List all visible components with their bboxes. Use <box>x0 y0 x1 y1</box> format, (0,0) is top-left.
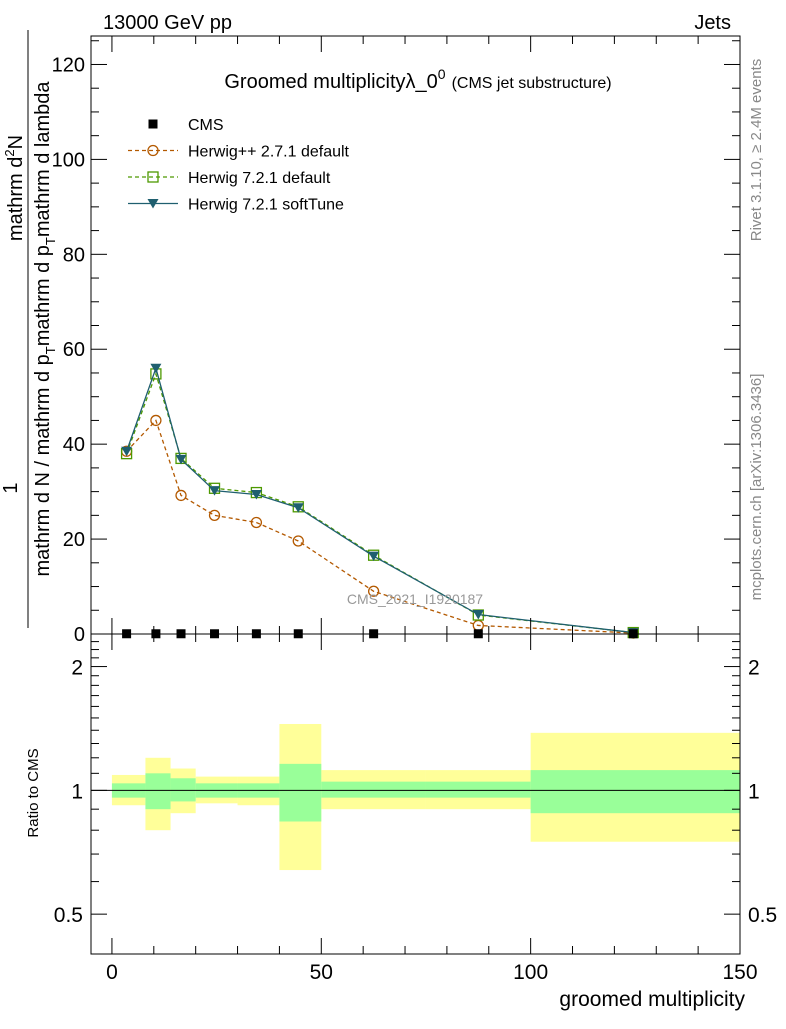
ratio-band-inner <box>170 778 196 802</box>
ratio-xtick-label: 100 <box>513 961 548 984</box>
ylabel-one: 1 <box>0 482 22 493</box>
ratio-ytick-label: 0.5 <box>54 904 83 927</box>
data-point-herwig7-softtune <box>292 503 304 513</box>
data-point-herwig7-softtune <box>209 486 221 496</box>
main-ytick-label: 0 <box>74 624 85 646</box>
ratio-xtick-label: 0 <box>106 961 118 984</box>
main-panel: 0 20 40 60 80 100 120 CMS_2021_I1920187 Groome… <box>0 30 741 646</box>
data-point-herwig7-softtune <box>472 610 484 620</box>
ylabel-denominator: mathrm d N / mathrm d pTmathrm d pTmathr… <box>32 81 58 577</box>
header-left: 13000 GeV pp <box>103 12 232 34</box>
ratio-ytick-label: 1 <box>71 780 83 803</box>
series-3 <box>121 363 639 638</box>
ratio-band-inner <box>530 770 740 814</box>
chart-title: Groomed multiplicityλ_00 (CMS jet substru… <box>224 66 611 93</box>
legend-entry: CMS <box>148 117 224 134</box>
ratio-axis-ticks: 0.5 0.5 1 1 2 2 0 50 100 150 <box>54 634 777 984</box>
legend-entry: Herwig++ 2.7.1 default <box>128 144 350 161</box>
ratio-ytick-label-right: 1 <box>748 780 760 803</box>
site-label: mcplots.cern.ch [arXiv:1306.3436] <box>748 374 765 601</box>
ratio-xlabel: groomed multiplicity <box>559 988 745 1011</box>
ratio-band-inner <box>279 763 322 822</box>
main-ytick-label: 60 <box>63 339 85 361</box>
data-point-herwig7-default <box>147 171 159 183</box>
data-point-herwigpp <box>250 516 263 529</box>
series-line <box>126 419 634 634</box>
legend: CMS Herwig++ 2.7.1 default Herwig 7.2.1 de… <box>128 117 350 214</box>
data-point-herwigpp <box>175 489 187 502</box>
legend-label: Herwig++ 2.7.1 default <box>188 144 350 161</box>
title-main: Groomed multiplicityλ_0 <box>224 71 437 93</box>
legend-label: CMS <box>188 117 224 134</box>
legend-label: Herwig 7.2.1 default <box>188 170 331 187</box>
main-ytick-label: 20 <box>63 529 85 551</box>
legend-entry: Herwig 7.2.1 softTune <box>128 197 344 214</box>
data-point-herwigpp <box>367 585 380 597</box>
watermark: CMS_2021_I1920187 <box>347 591 483 607</box>
data-point-herwig7-softtune <box>121 446 133 457</box>
data-point-herwigpp <box>208 509 221 521</box>
ratio-band-inner <box>321 781 426 798</box>
data-point-cms <box>148 119 158 129</box>
data-point-herwig7-softtune <box>175 454 187 465</box>
ratio-frame <box>90 633 741 955</box>
main-ylabel: 1 mathrm d2N mathrm d N / mathrm d pTmat… <box>0 30 58 628</box>
data-point-herwig7-softtune <box>368 551 380 562</box>
ratio-ytick-label-right: 2 <box>748 657 760 680</box>
ratio-ytick-label-right: 0.5 <box>748 904 777 927</box>
title-sup: 0 <box>438 66 446 82</box>
ratio-band-inner <box>425 781 531 798</box>
main-ytick-label: 100 <box>52 149 85 171</box>
data-point-herwig7-softtune <box>150 363 162 374</box>
ratio-ytick-label: 2 <box>71 657 83 680</box>
main-ytick-label: 120 <box>52 54 85 76</box>
legend-entry: Herwig 7.2.1 default <box>128 170 331 187</box>
ratio-xtick-label: 50 <box>310 961 333 984</box>
rivet-label: Rivet 3.1.10, ≥ 2.4M events <box>748 59 765 242</box>
ratio-panel: 0.5 0.5 1 1 2 2 0 50 100 150 Ratio to CMS groomed… <box>25 633 777 1011</box>
ratio-ylabel: Ratio to CMS <box>25 748 42 837</box>
data-point-herwig7-softtune <box>147 199 159 209</box>
data-point-herwigpp <box>150 414 162 427</box>
data-point-herwigpp <box>292 535 304 547</box>
ylabel-numerator: mathrm d2N <box>2 135 27 241</box>
ratio-xtick-label: 150 <box>722 961 757 984</box>
main-ytick-label: 80 <box>63 244 85 266</box>
main-axis-ticks: 0 20 40 60 80 100 120 <box>52 36 741 646</box>
ratio-bands-layer <box>111 723 740 871</box>
legend-label: Herwig 7.2.1 softTune <box>188 197 344 214</box>
main-ytick-label: 40 <box>63 434 85 456</box>
title-small: (CMS jet substructure) <box>452 75 612 92</box>
ratio-band-inner <box>145 773 171 810</box>
header-right: Jets <box>694 12 731 34</box>
data-point-herwig7-softtune <box>250 489 262 500</box>
data-point-herwigpp <box>147 144 159 157</box>
